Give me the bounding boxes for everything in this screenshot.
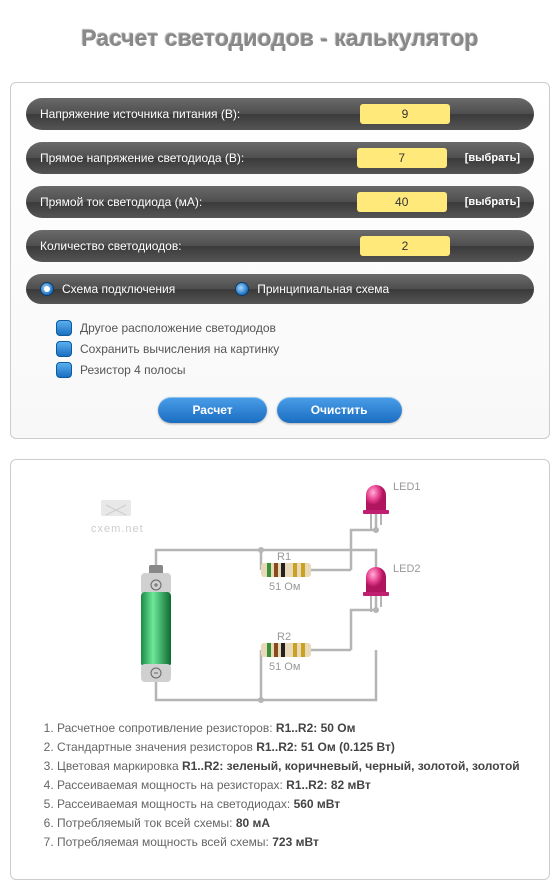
clear-button[interactable]: Очистить (277, 397, 402, 423)
checkbox-icon (56, 320, 72, 336)
check-other-layout-label: Другое расположение светодиодов (80, 321, 276, 335)
diagram-panel: cxem.net (10, 459, 550, 880)
svg-text:R1: R1 (277, 551, 291, 563)
field-forward-voltage: Прямое напряжение светодиода (В): [выбра… (26, 142, 534, 174)
resistor-r2: R2 51 Ом (261, 631, 311, 673)
supply-voltage-input[interactable] (360, 104, 450, 124)
result-item: Расчетное сопротивление резисторов: R1..… (57, 721, 521, 735)
led2-icon: LED2 (363, 563, 421, 612)
forward-current-label: Прямой ток светодиода (мА): (40, 195, 357, 209)
svg-text:LED1: LED1 (393, 481, 421, 493)
checkbox-list: Другое расположение светодиодов Сохранит… (26, 316, 534, 397)
radio-principal-schema[interactable]: Принципиальная схема (235, 282, 389, 296)
svg-text:R2: R2 (277, 631, 291, 643)
svg-text:51 Ом: 51 Ом (269, 581, 300, 593)
led-count-label: Количество светодиодов: (40, 239, 360, 253)
result-item: Рассеиваемая мощность на светодиодах: 56… (57, 797, 521, 811)
radio-dot-icon (40, 282, 54, 296)
field-forward-current: Прямой ток светодиода (мА): [выбрать] (26, 186, 534, 218)
input-panel: Напряжение источника питания (В): Прямое… (10, 82, 550, 439)
calculate-button[interactable]: Расчет (158, 397, 266, 423)
radio-connection-schema[interactable]: Схема подключения (40, 282, 175, 296)
results-list: Расчетное сопротивление резисторов: R1..… (39, 721, 521, 849)
forward-voltage-input[interactable] (357, 148, 447, 168)
led1-icon: LED1 (363, 481, 421, 530)
result-item: Цветовая маркировка R1..R2: зеленый, кор… (57, 759, 521, 773)
check-save-image-label: Сохранить вычисления на картинку (80, 342, 279, 356)
check-resistor-4band[interactable]: Резистор 4 полосы (56, 362, 534, 378)
radio-principal-label: Принципиальная схема (257, 282, 389, 296)
checkbox-icon (56, 341, 72, 357)
forward-voltage-select[interactable]: [выбрать] (465, 152, 520, 164)
result-item: Потребляемый ток всей схемы: 80 мА (57, 816, 521, 830)
button-row: Расчет Очистить (26, 397, 534, 423)
radio-dot-icon (235, 282, 249, 296)
schema-radio-row: Схема подключения Принципиальная схема (26, 274, 534, 304)
check-save-image[interactable]: Сохранить вычисления на картинку (56, 341, 534, 357)
page-title: Расчет светодиодов - калькулятор (0, 0, 560, 82)
svg-text:LED2: LED2 (393, 563, 421, 575)
supply-voltage-label: Напряжение источника питания (В): (40, 107, 360, 121)
checkbox-icon (56, 362, 72, 378)
result-item: Рассеиваемая мощность на резисторах: R1.… (57, 778, 521, 792)
svg-text:cxem.net: cxem.net (91, 523, 144, 535)
led-count-input[interactable] (360, 236, 450, 256)
resistor-r1: R1 51 Ом (261, 551, 311, 593)
result-item: Стандартные значения резисторов R1..R2: … (57, 740, 521, 754)
check-other-layout[interactable]: Другое расположение светодиодов (56, 320, 534, 336)
svg-text:51 Ом: 51 Ом (269, 661, 300, 673)
forward-voltage-label: Прямое напряжение светодиода (В): (40, 151, 357, 165)
field-supply-voltage: Напряжение источника питания (В): (26, 98, 534, 130)
field-led-count: Количество светодиодов: (26, 230, 534, 262)
result-item: Потребляемая мощность всей схемы: 723 мВ… (57, 835, 521, 849)
radio-connection-label: Схема подключения (62, 282, 175, 296)
battery-icon (141, 565, 171, 682)
forward-current-input[interactable] (357, 192, 447, 212)
check-resistor-4band-label: Резистор 4 полосы (80, 363, 186, 377)
forward-current-select[interactable]: [выбрать] (465, 196, 520, 208)
circuit-diagram: cxem.net (21, 470, 537, 710)
